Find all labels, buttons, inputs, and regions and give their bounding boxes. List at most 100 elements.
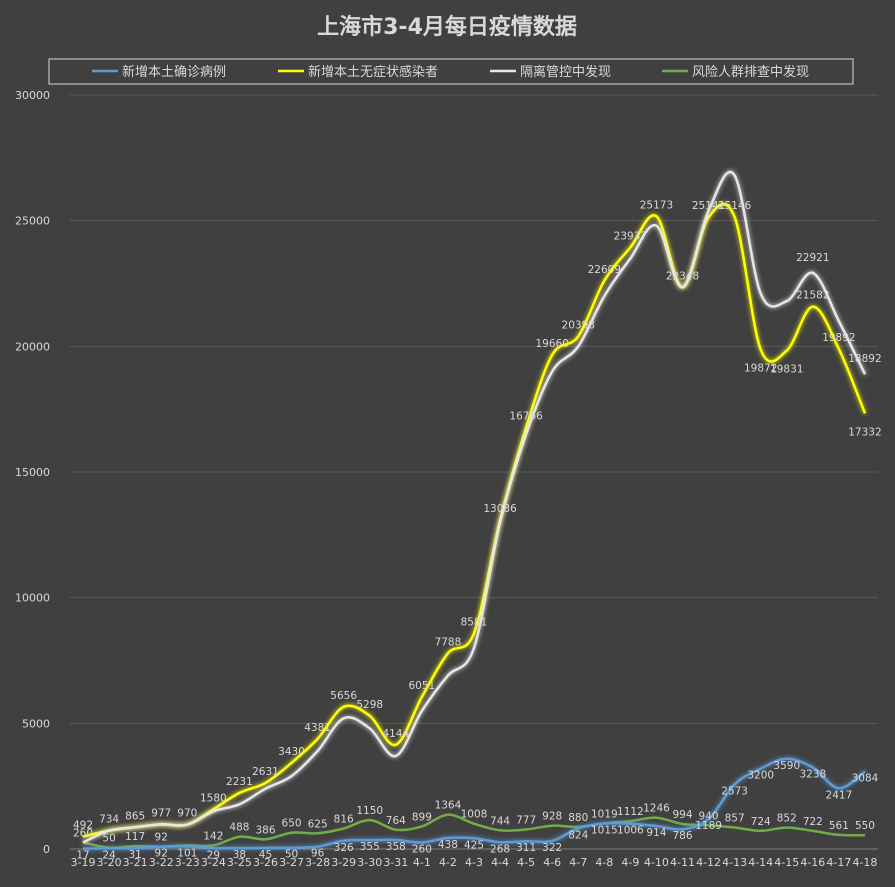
data-label: 358: [386, 841, 406, 853]
x-tick-label: 3-22: [149, 856, 174, 869]
data-label: 3590: [773, 760, 800, 772]
data-label: 13086: [483, 503, 517, 515]
data-label: 8581: [461, 616, 488, 628]
data-label: 29: [207, 849, 220, 861]
y-tick-label: 20000: [15, 340, 50, 353]
x-tick-label: 4-4: [491, 856, 509, 869]
data-label: 5656: [330, 690, 357, 702]
legend-label-confirmed-cases: 新增本土确诊病例: [122, 64, 226, 80]
data-label: 550: [855, 820, 875, 832]
data-label: 22348: [666, 270, 699, 282]
data-label: 1580: [200, 792, 227, 804]
data-label: 1112: [617, 806, 644, 818]
x-tick-label: 3-21: [123, 856, 148, 869]
data-label: 899: [412, 811, 432, 823]
data-label: 852: [777, 813, 797, 825]
x-tick-label: 3-29: [331, 856, 356, 869]
data-labels: 17 24 31 92 101 29 38 45 50 96 326 355 358 260 438 425 2…: [73, 199, 882, 861]
data-label: 355: [360, 841, 380, 853]
data-label: 1189: [695, 820, 722, 832]
data-label: 1150: [356, 805, 383, 817]
x-tick-label: 3-19: [71, 856, 96, 869]
data-label: 425: [464, 839, 484, 851]
x-tick-label: 4-14: [748, 856, 773, 869]
data-label: 3430: [278, 746, 305, 758]
x-tick-label: 3-27: [279, 856, 304, 869]
data-label: 438: [438, 839, 458, 851]
data-label: 19660: [535, 338, 568, 350]
data-label: 488: [229, 822, 249, 834]
data-label: 857: [725, 812, 745, 824]
data-label: 764: [386, 815, 406, 827]
data-label: 2417: [826, 789, 853, 801]
data-label: 311: [516, 842, 536, 854]
data-label: 326: [334, 842, 354, 854]
data-label: 50: [102, 833, 115, 845]
data-label: 20398: [562, 319, 595, 331]
x-tick-label: 4-7: [569, 856, 587, 869]
data-label: 142: [203, 830, 223, 842]
data-label: 117: [125, 831, 145, 843]
data-label: 786: [672, 830, 692, 842]
x-tick-label: 3-23: [175, 856, 200, 869]
data-label: 3238: [799, 769, 826, 781]
data-label: 31: [128, 849, 141, 861]
data-label: 1015: [591, 824, 618, 836]
x-tick-label: 3-30: [357, 856, 382, 869]
data-label: 724: [751, 816, 771, 828]
x-tick-label: 4-15: [774, 856, 799, 869]
data-label: 45: [259, 849, 272, 861]
data-label: 22921: [796, 252, 829, 264]
data-label: 4381: [304, 722, 331, 734]
data-label: 24: [102, 849, 116, 861]
data-label: 2231: [226, 776, 253, 788]
x-tick-label: 3-26: [253, 856, 278, 869]
data-label: 7788: [435, 636, 462, 648]
data-label: 722: [803, 816, 823, 828]
data-label: 1006: [617, 825, 644, 837]
y-tick-label: 10000: [15, 592, 50, 605]
data-label: 19892: [822, 332, 855, 344]
data-label: 3200: [747, 770, 774, 782]
data-label: 625: [308, 818, 328, 830]
data-label: 865: [125, 810, 145, 822]
data-label: 92: [155, 848, 168, 860]
data-label: 386: [255, 824, 275, 836]
data-label: 260: [73, 827, 93, 839]
data-label: 25146: [718, 200, 752, 212]
series-lines: [82, 170, 867, 850]
data-label: 322: [542, 842, 562, 854]
y-tick-label: 15000: [15, 466, 50, 479]
x-tick-label: 4-9: [621, 856, 639, 869]
data-label: 561: [829, 820, 849, 832]
grid: [70, 94, 878, 850]
x-tick-label: 3-24: [201, 856, 226, 869]
data-label: 744: [490, 815, 510, 827]
data-label: 977: [151, 807, 171, 819]
x-tick-label: 4-8: [595, 856, 613, 869]
x-tick-label: 4-5: [517, 856, 535, 869]
x-tick-label: 3-28: [305, 856, 330, 869]
data-label: 21582: [796, 290, 829, 302]
data-label: 777: [516, 814, 536, 826]
data-label: 23937: [614, 230, 647, 242]
data-label: 101: [177, 847, 197, 859]
data-label: 25173: [640, 199, 673, 211]
data-label: 4144: [382, 728, 409, 740]
data-label: 25141: [692, 200, 725, 212]
series-line-confirmed-cases: [82, 757, 866, 850]
data-label: 16766: [509, 411, 543, 423]
data-label: 994: [672, 809, 692, 821]
data-label: 1246: [643, 803, 670, 815]
legend-frame: [48, 58, 854, 85]
x-tick-label: 4-11: [670, 856, 695, 869]
data-label: 2573: [721, 785, 748, 797]
data-label: 1008: [461, 809, 488, 821]
data-label: 940: [699, 810, 719, 822]
x-tick-label: 4-2: [439, 856, 457, 869]
x-tick-label: 3-25: [227, 856, 252, 869]
data-label: 5298: [356, 699, 383, 711]
legend-label-screening-found: 风险人群排查中发现: [692, 64, 809, 80]
